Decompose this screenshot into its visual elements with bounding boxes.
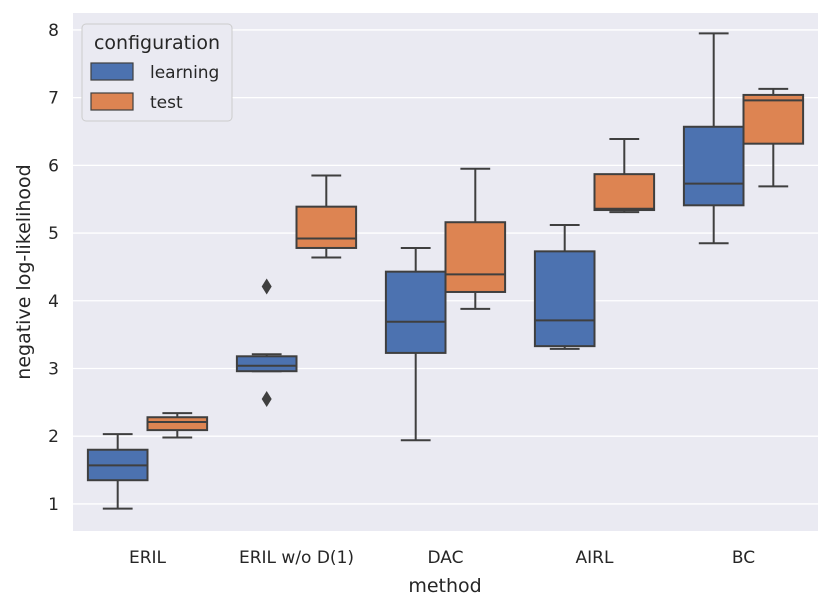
outlier-point [261,278,272,295]
box-learning-1 [235,278,298,407]
outlier-point [261,390,272,407]
legend-label-test: test [150,93,183,113]
y-tick-label: 5 [48,224,59,244]
y-tick-label: 8 [48,21,59,41]
box-iqr [742,93,805,145]
box-iqr [235,355,298,373]
box-test-3 [593,137,656,214]
y-tick-label: 3 [48,359,59,379]
box-groups [86,32,805,510]
box-iqr [682,125,745,207]
legend-title: configuration [94,32,220,54]
x-tick-label: AIRL [576,548,614,568]
y-tick-label: 6 [48,156,59,176]
box-iqr [593,173,656,212]
box-iqr [146,416,209,432]
y-axis-label: negative log-likelihood [13,164,35,379]
legend: configuration learning test [81,23,233,122]
box-test-0 [146,412,209,439]
box-test-4 [742,87,805,188]
box-test-2 [444,167,507,310]
y-tick-label: 1 [48,495,59,515]
y-tick-labels: 1 2 3 4 5 6 7 8 [48,21,59,515]
legend-label-learning: learning [150,63,219,83]
legend-swatch-learning [90,62,134,81]
x-tick-label: DAC [428,548,464,568]
box-learning-0 [86,433,149,510]
y-tick-label: 7 [48,89,59,109]
box-iqr [533,250,596,348]
x-axis-label: method [408,575,481,597]
box-test-1 [295,174,358,259]
box-learning-4 [682,32,745,245]
legend-swatch-test [90,92,134,111]
x-tick-labels: ERIL ERIL w/o D(1) DAC AIRL BC [129,548,755,568]
box-iqr [384,270,447,354]
y-tick-label: 2 [48,427,59,447]
x-tick-label: ERIL [129,548,167,568]
x-tick-label: ERIL w/o D(1) [239,548,354,568]
box-iqr [444,221,507,293]
box-iqr [295,205,358,249]
box-learning-2 [384,246,447,442]
y-tick-label: 4 [48,292,59,312]
x-tick-label: BC [732,548,755,568]
box-learning-3 [533,223,596,350]
